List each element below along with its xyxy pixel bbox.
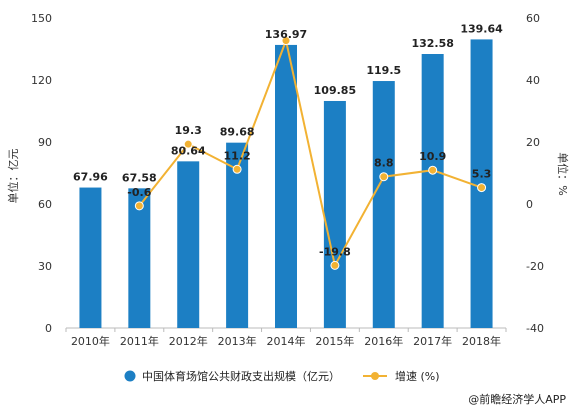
source-credit: @前瞻经济学人APP xyxy=(468,392,566,406)
legend: 中国体育场馆公共财政支出规模（亿元） 增速 (%) xyxy=(124,369,440,383)
bar-value-label: 67.96 xyxy=(73,171,108,184)
right-y-tick-label: 40 xyxy=(526,74,540,87)
growth-point xyxy=(428,165,438,175)
bar-series xyxy=(79,39,493,329)
x-tick-label: 2018年 xyxy=(462,334,501,348)
left-y-tick-label: 60 xyxy=(38,198,52,211)
growth-point xyxy=(232,164,242,174)
growth-line xyxy=(138,37,482,269)
left-y-tick-label: 90 xyxy=(38,136,52,149)
growth-value-label: 11.2 xyxy=(224,149,251,162)
bar xyxy=(177,161,200,328)
bar xyxy=(275,44,297,329)
legend-line-dot xyxy=(371,372,379,380)
x-tick-label: 2010年 xyxy=(71,334,110,348)
x-tick-label: 2017年 xyxy=(413,334,452,348)
growth-value-label: 10.9 xyxy=(419,150,446,163)
bar-value-label: 80.64 xyxy=(171,144,206,157)
bar xyxy=(372,81,395,329)
x-tick-label: 2015年 xyxy=(315,334,354,348)
growth-point xyxy=(134,201,144,211)
right-y-tick-label: 0 xyxy=(526,198,533,211)
growth-line-series xyxy=(134,36,487,270)
growth-value-label: -19.8 xyxy=(319,245,351,258)
bar-value-label: 132.58 xyxy=(411,37,453,50)
right-y-tick-label: -20 xyxy=(526,260,544,273)
bar-value-label: 109.85 xyxy=(314,84,356,97)
left-y-tick-label: 0 xyxy=(45,322,52,335)
bar-value-label: 139.64 xyxy=(460,22,503,35)
legend-bar-marker xyxy=(124,370,136,382)
legend-bar-label: 中国体育场馆公共财政支出规模（亿元） xyxy=(142,369,340,383)
right-axis-title: 单位：% xyxy=(556,152,570,195)
x-tick-label: 2014年 xyxy=(267,334,306,348)
left-y-tick-label: 30 xyxy=(38,260,52,273)
growth-point xyxy=(477,183,487,193)
data-labels: 67.96 67.58 80.64 89.68 136.97 109.85 119.5 132… xyxy=(73,22,503,258)
growth-value-label: 8.8 xyxy=(374,157,394,170)
x-tick-label: 2011年 xyxy=(120,334,159,348)
bar-value-label: 67.58 xyxy=(122,171,157,184)
right-y-tick-label: 60 xyxy=(526,12,540,25)
left-y-tick-label: 150 xyxy=(31,12,52,25)
growth-value-label: 5.3 xyxy=(472,168,492,181)
left-axis-title: 单位：亿元 xyxy=(6,149,20,204)
bar xyxy=(79,187,102,328)
bar xyxy=(421,54,444,328)
bar-value-label: 136.97 xyxy=(265,28,307,41)
x-tick-label: 2013年 xyxy=(218,334,257,348)
axes: 2010年 2011年 2012年 2013年 2014年 2015年 2016年 2017年… xyxy=(31,12,544,348)
growth-value-label: 19.3 xyxy=(175,124,202,137)
bar xyxy=(323,100,346,328)
legend-line-label: 增速 (%) xyxy=(395,369,440,383)
bar xyxy=(128,188,151,328)
x-tick-label: 2016年 xyxy=(364,334,403,348)
bar-value-label: 119.5 xyxy=(366,64,401,77)
right-y-tick-label: 20 xyxy=(526,136,540,149)
growth-value-label: -0.6 xyxy=(127,186,151,199)
bar xyxy=(226,142,249,328)
x-tick-label: 2012年 xyxy=(169,334,208,348)
growth-point xyxy=(379,172,389,182)
growth-point xyxy=(183,139,193,149)
growth-point xyxy=(330,260,340,270)
growth-point xyxy=(281,36,291,46)
right-y-tick-label: -40 xyxy=(526,322,544,335)
left-y-tick-label: 120 xyxy=(31,74,52,87)
bar-value-label: 89.68 xyxy=(220,126,255,139)
